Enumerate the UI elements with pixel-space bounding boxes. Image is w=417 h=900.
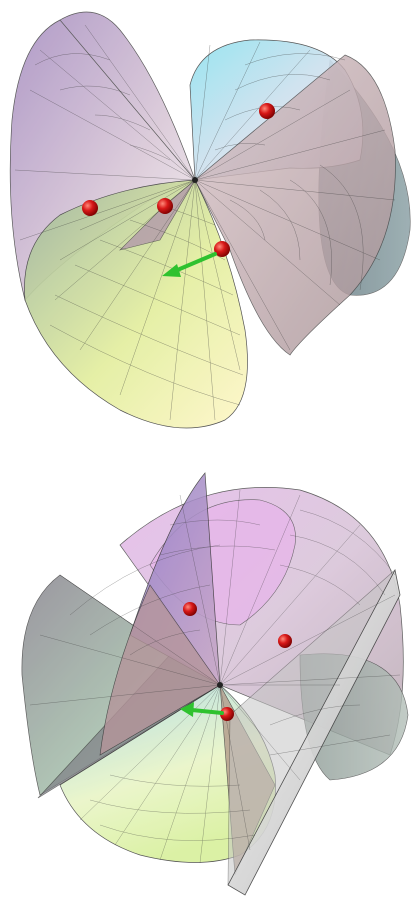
lower-cone-surface bbox=[24, 179, 248, 429]
right-cone-surface bbox=[194, 54, 396, 356]
critical-point bbox=[214, 241, 230, 257]
cone-apex bbox=[192, 177, 198, 183]
gradient-arrow bbox=[180, 702, 224, 717]
critical-point bbox=[183, 602, 197, 616]
critical-point bbox=[82, 200, 98, 216]
bottom-mesh-grid bbox=[29, 489, 401, 864]
middle-wedge-surface bbox=[99, 584, 221, 756]
critical-point bbox=[278, 634, 292, 648]
right-blade-inner bbox=[227, 569, 396, 886]
bottom-surface-svg bbox=[21, 472, 409, 896]
top-surface-svg bbox=[9, 11, 411, 429]
gradient-arrow bbox=[162, 252, 217, 277]
critical-point bbox=[157, 198, 173, 214]
cone-apex bbox=[217, 682, 223, 688]
critical-point bbox=[259, 103, 275, 119]
top-mesh-grid bbox=[14, 24, 396, 421]
bottom-surface-figure bbox=[0, 455, 417, 900]
top-surface-figure bbox=[0, 0, 417, 440]
critical-point bbox=[220, 707, 234, 721]
